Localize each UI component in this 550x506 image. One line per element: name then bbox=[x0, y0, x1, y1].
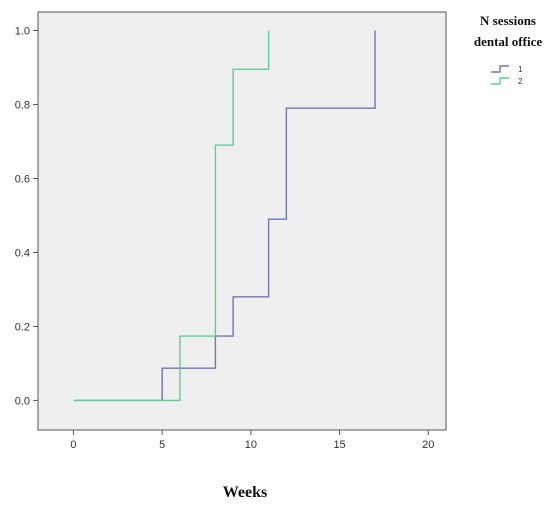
y-tick-label: 0.8 bbox=[15, 99, 30, 111]
axes: 0.0 0.2 0.4 0.6 0.8 1.0 0 5 10 15 20 bbox=[15, 25, 435, 451]
series-lines bbox=[73, 30, 376, 402]
x-tick-label: 15 bbox=[333, 439, 345, 451]
y-tick-label: 1.0 bbox=[15, 25, 30, 37]
x-tick-label: 20 bbox=[422, 439, 434, 451]
y-tick-label: 0.6 bbox=[15, 173, 30, 185]
legend-label-1: 1 bbox=[518, 65, 523, 74]
legend-label-2: 2 bbox=[518, 77, 523, 86]
x-tick-label: 5 bbox=[159, 439, 165, 451]
series-line-1 bbox=[73, 30, 376, 402]
legend-title: N sessions dental office bbox=[462, 10, 550, 52]
legend-title-line2: dental office bbox=[473, 34, 543, 49]
y-tick-label: 0.4 bbox=[15, 247, 30, 259]
series-line-2 bbox=[73, 30, 270, 402]
legend: 12 bbox=[491, 65, 523, 86]
plot-area bbox=[37, 11, 447, 431]
legend-swatch-2 bbox=[491, 77, 509, 85]
legend-title-line1: N sessions bbox=[480, 13, 536, 28]
y-tick-label: 0.2 bbox=[15, 321, 30, 333]
y-tick-label: 0.0 bbox=[15, 395, 30, 407]
x-tick-label: 10 bbox=[245, 439, 257, 451]
x-tick-label: 0 bbox=[70, 439, 76, 451]
legend-swatch-1 bbox=[491, 65, 509, 73]
x-axis-label: Weeks bbox=[223, 484, 267, 501]
